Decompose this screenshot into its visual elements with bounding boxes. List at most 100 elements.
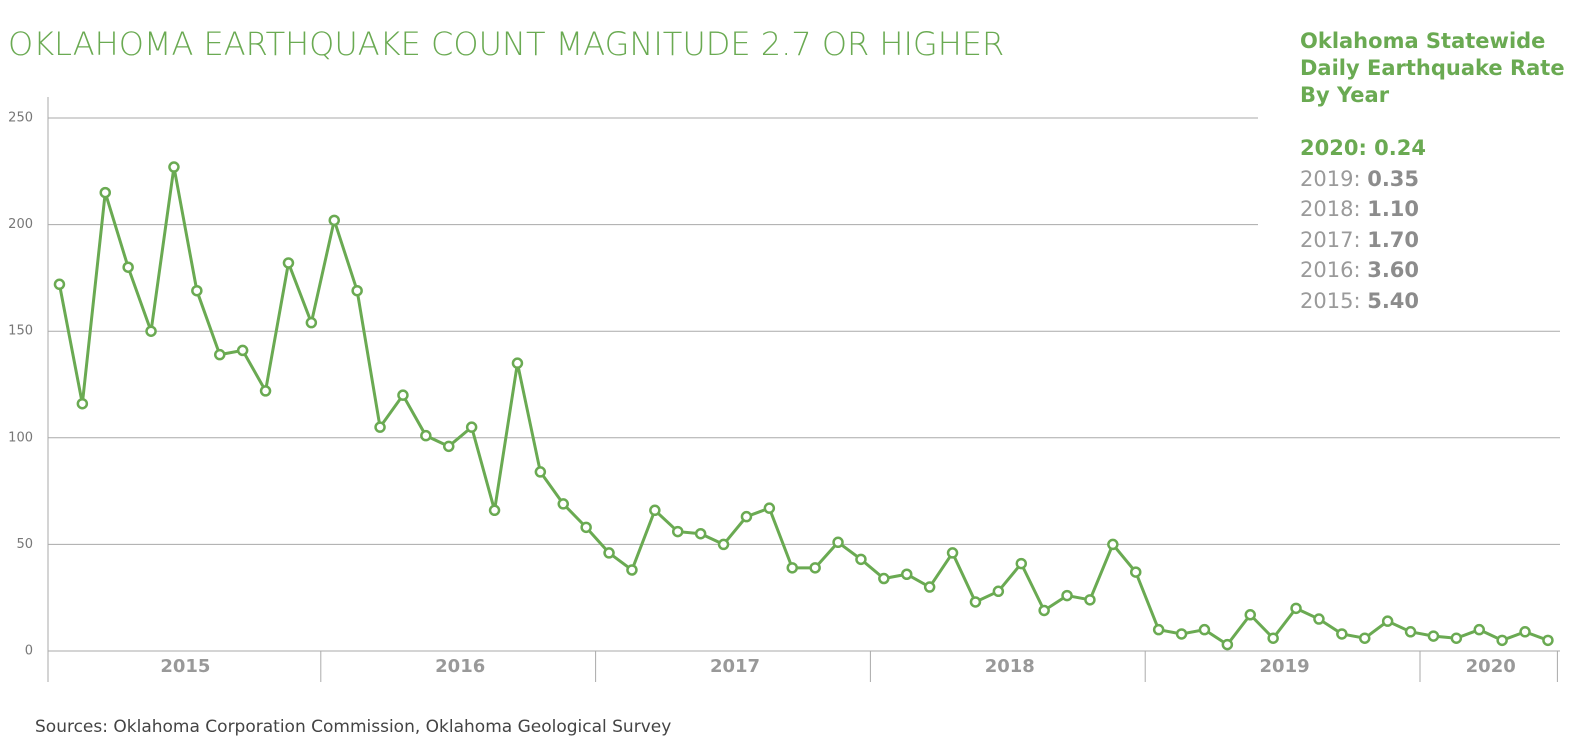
data-point xyxy=(1336,628,1348,640)
data-point xyxy=(1290,602,1302,615)
x-group-label: 2020 xyxy=(1466,656,1516,677)
data-point xyxy=(923,581,936,593)
data-point xyxy=(672,525,684,538)
data-point xyxy=(992,585,1005,598)
data-point xyxy=(557,498,569,510)
data-point xyxy=(1267,632,1279,644)
y-tick-label: 250 xyxy=(8,111,33,126)
data-point xyxy=(282,257,295,269)
data-point xyxy=(305,316,318,329)
data-point xyxy=(145,325,157,337)
data-point xyxy=(969,596,982,608)
panel-title: Daily Earthquake Rate xyxy=(1300,56,1565,80)
rate-value: 1.10 xyxy=(1367,197,1420,221)
rate-year: 2017: xyxy=(1300,227,1361,252)
data-point xyxy=(1313,613,1325,625)
rate-value: 3.60 xyxy=(1367,258,1420,282)
rate-year: 2018: xyxy=(1300,197,1361,221)
rate-row: 2020: 0.24 xyxy=(1300,133,1568,164)
data-point xyxy=(420,429,432,442)
data-point xyxy=(122,261,134,273)
rate-year: 2020: xyxy=(1300,136,1367,160)
x-group-label: 2015 xyxy=(160,656,210,677)
data-point xyxy=(1015,557,1027,570)
data-point xyxy=(786,562,798,574)
data-point xyxy=(191,284,203,297)
data-point xyxy=(99,186,111,199)
data-point xyxy=(740,510,753,523)
rate-row: 2019: 0.35 xyxy=(1300,164,1568,195)
data-point xyxy=(1381,615,1394,627)
data-point xyxy=(809,562,821,574)
data-point xyxy=(511,357,524,369)
data-point xyxy=(465,421,478,433)
data-point xyxy=(1542,634,1554,647)
data-point xyxy=(53,278,66,291)
rate-row: 2018: 1.10 xyxy=(1300,194,1568,225)
data-point xyxy=(580,521,592,534)
data-point xyxy=(1473,623,1485,636)
data-point xyxy=(1152,623,1165,636)
chart-title: OKLAHOMA EARTHQUAKE COUNT MAGNITUDE 2.7 … xyxy=(8,25,1004,63)
data-point xyxy=(1244,609,1256,621)
data-point xyxy=(1496,634,1508,647)
data-point xyxy=(259,385,272,397)
data-point xyxy=(351,284,363,297)
data-point xyxy=(374,421,386,433)
y-tick-label: 50 xyxy=(16,537,33,552)
data-point xyxy=(901,568,913,580)
rate-row: 2015: 5.40 xyxy=(1300,286,1568,317)
data-point xyxy=(1450,632,1463,644)
y-tick-label: 100 xyxy=(8,430,33,445)
data-point xyxy=(214,348,226,361)
rate-value: 1.70 xyxy=(1367,227,1420,252)
data-point xyxy=(717,538,730,551)
data-point xyxy=(694,527,707,540)
y-tick-label: 0 xyxy=(25,644,33,659)
rate-value: 5.40 xyxy=(1367,288,1420,313)
y-tick-label: 200 xyxy=(8,217,33,232)
rate-year: 2016: xyxy=(1300,258,1361,282)
data-point xyxy=(76,397,89,410)
data-point xyxy=(1130,566,1142,578)
data-point xyxy=(1519,626,1531,638)
data-point xyxy=(1404,626,1417,638)
spacer xyxy=(1300,109,1568,133)
rate-value: 0.35 xyxy=(1367,166,1420,191)
rate-panel: Oklahoma Statewide Daily Earthquake Rate B… xyxy=(1300,28,1568,316)
data-point xyxy=(1038,604,1050,617)
data-point xyxy=(1175,628,1188,640)
data-point xyxy=(397,389,409,401)
data-point xyxy=(1084,594,1096,606)
source: Sources: Oklahoma Corporation Commission… xyxy=(35,717,671,737)
data-point xyxy=(1221,638,1234,651)
data-point xyxy=(878,572,890,585)
panel-title: By Year xyxy=(1300,83,1390,107)
data-point xyxy=(1061,589,1073,602)
data-point xyxy=(443,440,455,453)
data-point xyxy=(832,536,844,549)
rate-row: 2017: 1.70 xyxy=(1300,225,1568,256)
data-point xyxy=(603,547,615,559)
rate-value: 0.24 xyxy=(1374,136,1426,160)
data-point xyxy=(946,547,959,559)
rate-row: 2016: 3.60 xyxy=(1300,255,1568,286)
x-group-label: 2017 xyxy=(710,656,760,677)
y-tick-label: 150 xyxy=(8,324,33,339)
data-point xyxy=(1107,538,1119,551)
data-point xyxy=(1198,623,1211,636)
data-point xyxy=(236,344,249,357)
data-point xyxy=(534,466,547,478)
data-point xyxy=(168,161,180,173)
data-point xyxy=(1427,630,1440,642)
panel-title: Oklahoma Statewide xyxy=(1300,29,1546,53)
data-point xyxy=(763,502,776,514)
x-group-label: 2018 xyxy=(985,656,1035,677)
data-point xyxy=(1359,632,1371,644)
rate-year: 2015: xyxy=(1300,288,1361,313)
data-point xyxy=(488,504,501,517)
rate-year: 2019: xyxy=(1300,166,1361,191)
x-group-label: 2016 xyxy=(435,656,485,677)
